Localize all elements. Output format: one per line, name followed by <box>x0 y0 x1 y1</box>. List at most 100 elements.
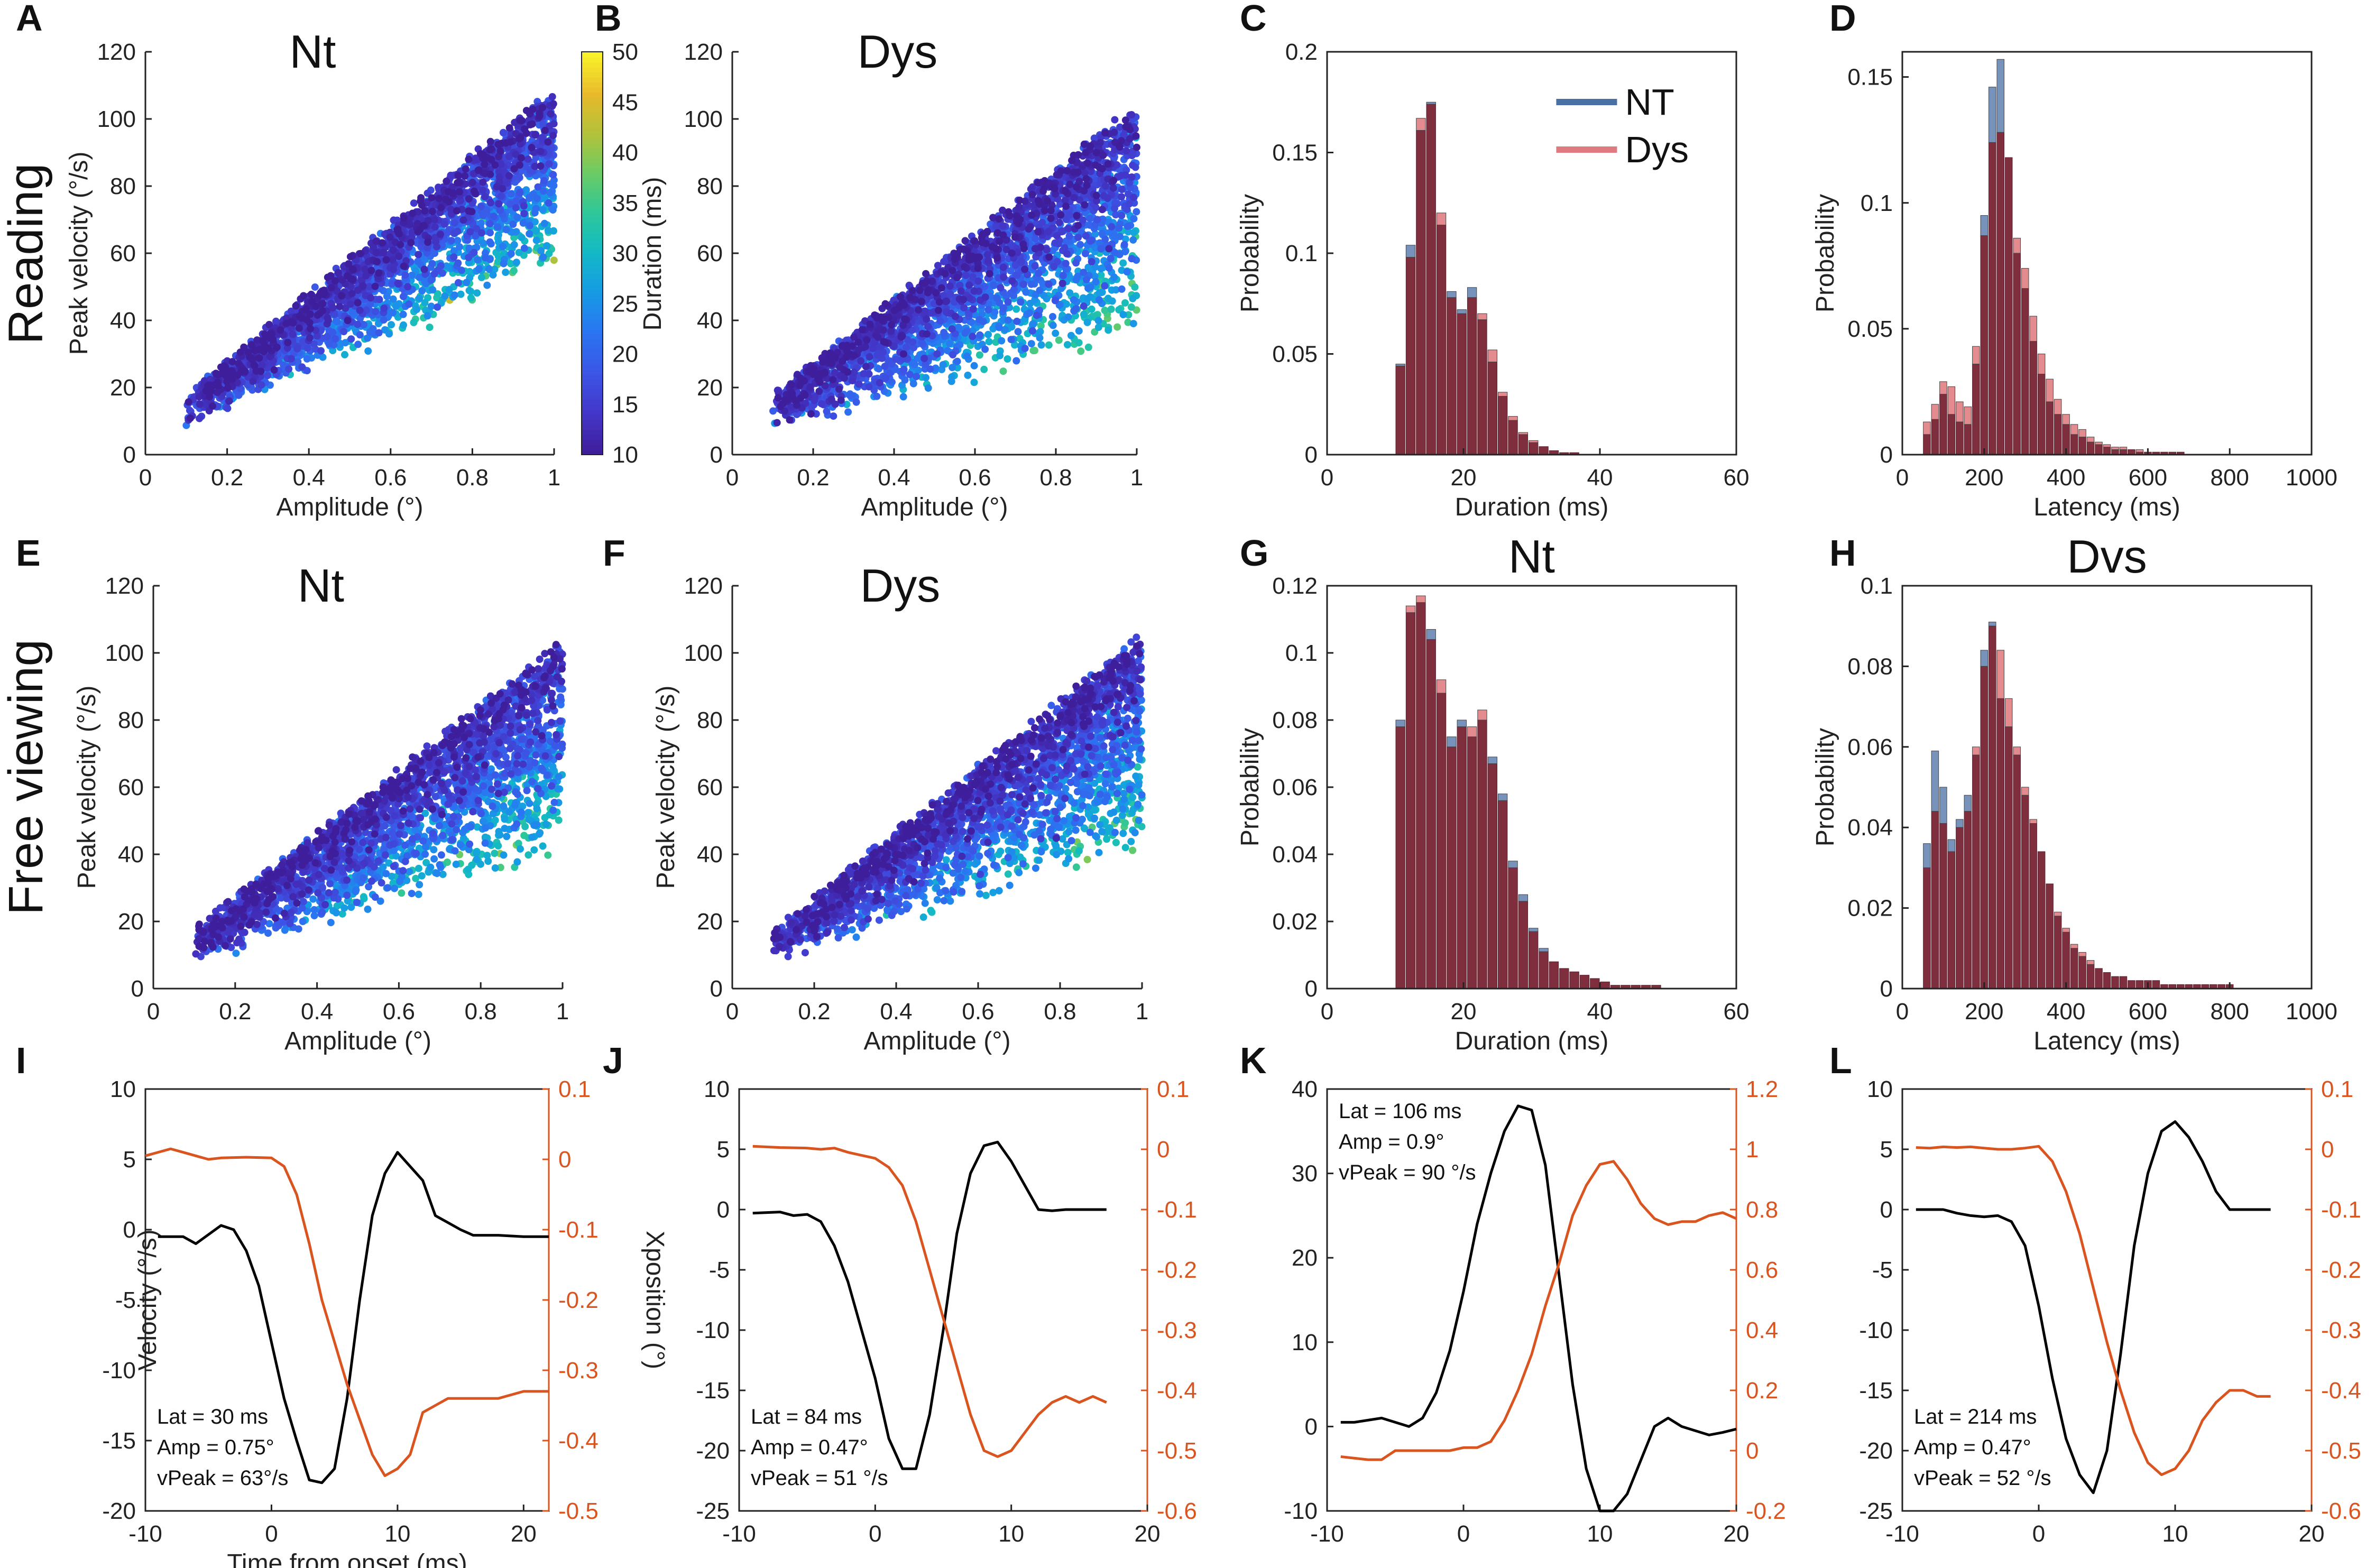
scatter-point <box>1104 326 1112 334</box>
scatter-point <box>1037 341 1045 349</box>
scatter-point <box>995 324 1003 331</box>
scatter-point <box>1105 245 1113 253</box>
scatter-point <box>1116 233 1124 241</box>
colorbar-swatch <box>582 122 603 128</box>
scatter-point <box>479 239 487 247</box>
scatter-point <box>406 220 414 228</box>
scatter-point <box>196 400 204 408</box>
scatter-point <box>545 199 553 207</box>
colorbar-swatch <box>582 313 603 319</box>
scatter-point <box>474 167 482 174</box>
colorbar-swatch <box>582 178 603 183</box>
scatter-point <box>1045 280 1053 288</box>
scatter-point <box>947 377 955 385</box>
scatter-point <box>300 292 307 300</box>
scatter-point <box>466 268 474 275</box>
scatter-point <box>1101 307 1109 314</box>
scatter-point <box>389 256 397 264</box>
scatter-point <box>372 237 380 245</box>
scatter-point <box>1045 228 1052 236</box>
scatter-point <box>953 357 961 365</box>
scatter-point <box>510 241 518 248</box>
colorbar-tick-label: 30 <box>612 241 638 266</box>
scatter-point <box>1017 258 1025 265</box>
scatter-point <box>1033 311 1041 319</box>
scatter-point <box>228 358 236 366</box>
scatter-point <box>550 227 557 235</box>
scatter-point <box>531 218 539 226</box>
scatter-point <box>823 408 831 416</box>
scatter-point <box>1013 317 1021 325</box>
scatter-point <box>361 265 369 273</box>
colorbar-tick-label: 25 <box>612 291 638 317</box>
scatter-point <box>963 352 971 360</box>
scatter-point <box>1008 277 1016 285</box>
colorbar-swatch <box>582 77 603 83</box>
colorbar-swatch <box>582 82 603 88</box>
scatter-point <box>1103 195 1111 202</box>
scatter-point <box>1045 341 1053 349</box>
scatter-point <box>1014 328 1022 336</box>
scatter-point <box>1110 273 1118 281</box>
scatter-point <box>1004 316 1012 324</box>
scatter-point <box>354 299 362 307</box>
scatter-point <box>428 260 436 268</box>
colorbar-swatch <box>582 374 603 380</box>
scatter-point <box>356 331 364 339</box>
scatter-point <box>852 398 860 406</box>
scatter-point <box>1129 294 1137 302</box>
scatter-point <box>236 348 244 356</box>
scatter-point <box>1075 327 1083 335</box>
scatter-point <box>1125 200 1133 208</box>
scatter-point <box>1085 215 1093 223</box>
scatter-point <box>303 355 311 363</box>
scatter-point <box>516 116 524 124</box>
scatter-point <box>453 207 461 215</box>
scatter-point <box>306 319 314 327</box>
scatter-point <box>306 310 314 318</box>
scatter-point <box>830 412 837 420</box>
scatter-point <box>483 281 491 289</box>
x-tick-label: 0.8 <box>456 465 489 491</box>
scatter-point <box>327 284 335 292</box>
scatter-point <box>245 353 253 361</box>
scatter-point <box>1072 259 1080 267</box>
scatter-point <box>405 300 413 308</box>
colorbar-swatch <box>582 188 603 193</box>
scatter-point <box>408 271 416 279</box>
scatter-point <box>428 207 436 215</box>
scatter-point <box>981 345 989 353</box>
scatter-point <box>946 339 954 347</box>
scatter-point <box>468 179 476 186</box>
scatter-points <box>182 93 558 429</box>
scatter-point <box>529 106 537 113</box>
panel-b: B0 0.2 0.4 0.6 0.8 1020406080100120Amplitude … <box>595 0 1143 521</box>
scatter-point <box>317 347 325 355</box>
scatter-point <box>1013 271 1021 279</box>
scatter-point <box>462 165 470 173</box>
scatter-point <box>544 227 552 234</box>
panel-letter-b: B <box>595 0 622 39</box>
scatter-point <box>976 331 984 339</box>
scatter-point <box>517 154 525 162</box>
scatter-point <box>443 177 450 185</box>
scatter-point <box>949 364 956 372</box>
scatter-point <box>477 273 485 281</box>
scatter-point <box>454 172 462 179</box>
scatter-point <box>261 342 269 350</box>
scatter-point <box>495 200 503 208</box>
scatter-point <box>999 304 1007 312</box>
scatter-point <box>857 357 865 365</box>
colorbar-swatch <box>582 303 603 309</box>
scatter-point <box>540 219 548 227</box>
colorbar-swatch <box>582 57 603 62</box>
colorbar-swatch <box>582 172 603 179</box>
scatter-point <box>235 359 243 367</box>
scatter-point <box>318 300 326 308</box>
scatter-point <box>969 305 977 313</box>
scatter-point <box>389 295 397 303</box>
scatter-point <box>999 263 1007 271</box>
colorbar-swatch <box>582 283 603 289</box>
scatter-point <box>307 290 315 298</box>
scatter-point <box>1017 298 1025 306</box>
